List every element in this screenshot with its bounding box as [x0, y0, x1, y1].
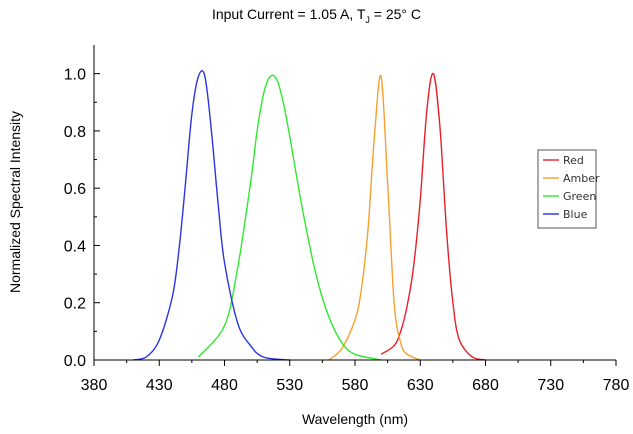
legend-label-blue: Blue [563, 208, 588, 221]
x-tick-label: 680 [472, 377, 499, 394]
y-axis-ticks: 0.0 0.2 0.4 0.6 0.8 1.0 [64, 67, 100, 370]
y-tick-label: 1.0 [64, 67, 86, 84]
x-tick-label: 630 [407, 377, 434, 394]
y-tick-label: 0.4 [64, 238, 86, 255]
legend-label-red: Red [563, 154, 584, 167]
y-tick-label: 0.0 [64, 353, 86, 370]
y-tick-label: 0.6 [64, 181, 86, 198]
x-tick-label: 730 [537, 377, 564, 394]
legend: Red Amber Green Blue [537, 149, 600, 229]
x-tick-label: 580 [342, 377, 369, 394]
x-tick-label: 480 [211, 377, 238, 394]
chart-title-text: Input Current = 1.05 A, T [211, 6, 366, 22]
series-line-red [380, 72, 486, 361]
x-axis-ticks: 380 430 480 530 580 630 680 730 780 [81, 360, 630, 394]
x-tick-label: 780 [603, 377, 630, 394]
x-tick-label: 530 [276, 377, 303, 394]
y-axis-label: Normalized Spectral Intensity [7, 111, 23, 293]
x-tick-label: 380 [81, 377, 108, 394]
chart-title-subscript: J [365, 14, 370, 25]
legend-label-amber: Amber [563, 172, 600, 185]
series-line-blue [133, 70, 290, 361]
legend-label-green: Green [563, 190, 596, 203]
chart-title-suffix: = 25° C [369, 6, 422, 22]
series-layer [133, 70, 486, 361]
x-axis-label: Wavelength (nm) [302, 411, 408, 427]
chart-title: Input Current = 1.05 A, TJ = 25° C [0, 6, 633, 25]
y-tick-label: 0.2 [64, 296, 86, 313]
x-tick-label: 430 [146, 377, 173, 394]
y-tick-label: 0.8 [64, 124, 86, 141]
series-line-amber [328, 74, 421, 361]
legend-box [537, 149, 597, 229]
series-line-green [197, 74, 382, 361]
plot-area [94, 45, 616, 360]
